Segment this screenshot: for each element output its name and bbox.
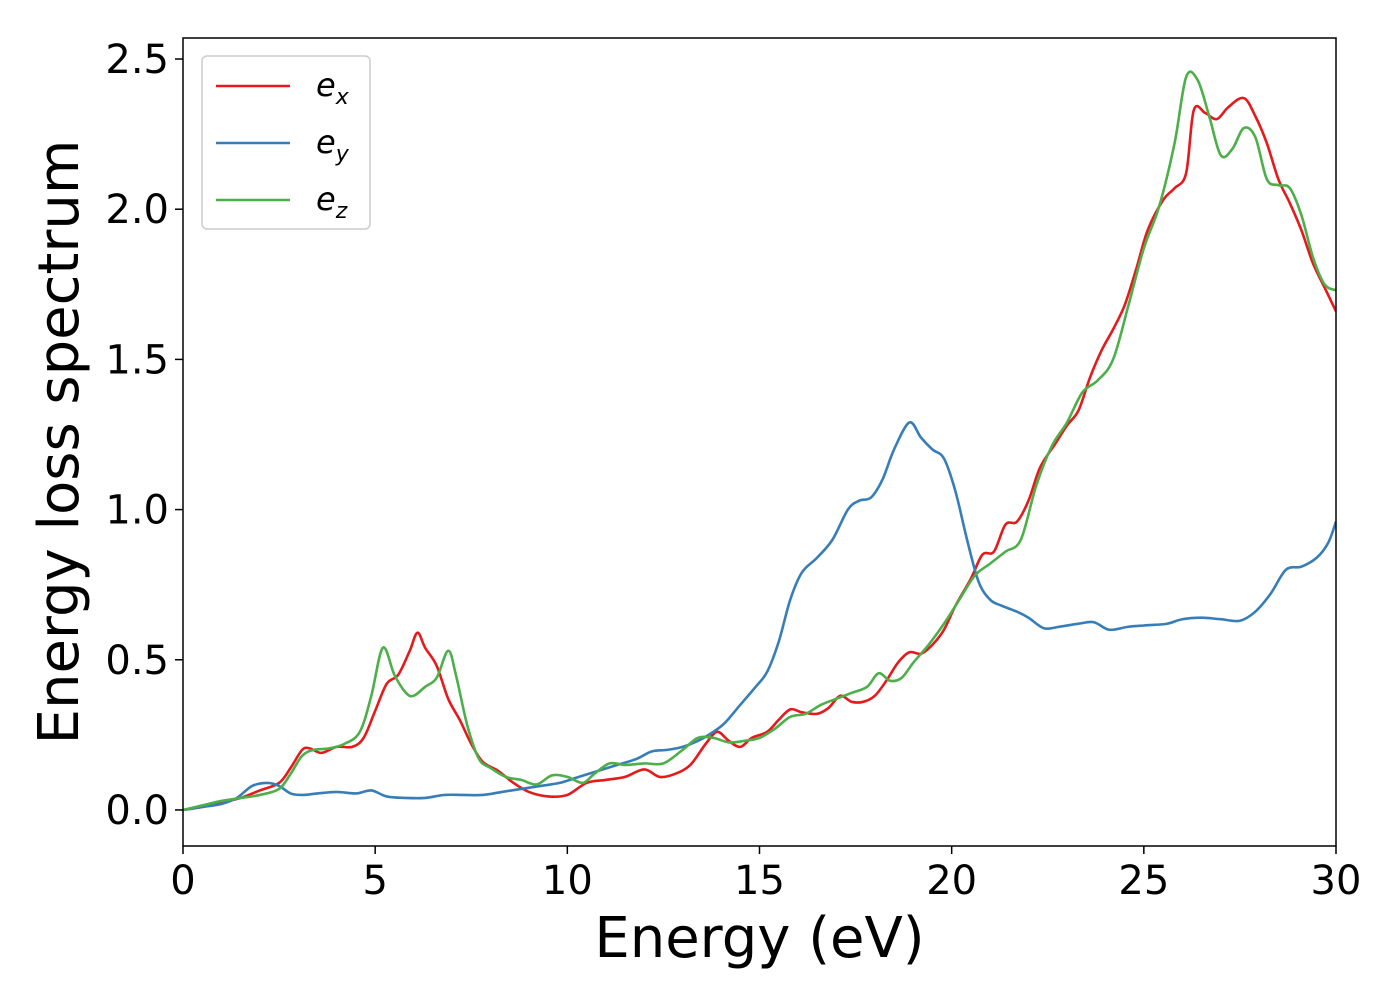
x-tick-label: 15	[734, 858, 785, 904]
y-axis-ticks: 0.0 0.5 1.0 1.5 2.0 2.5	[105, 37, 183, 834]
legend-label-e-x: ex	[316, 66, 350, 110]
legend-label-base: e	[316, 180, 336, 218]
x-tick-label: 0	[170, 858, 195, 904]
y-axis-label: Energy loss spectrum	[27, 140, 92, 745]
series-line-e-y	[183, 421, 1336, 812]
series-line-e-z	[183, 70, 1336, 812]
x-axis-ticks: 0 5 10 15 20 25 30	[170, 846, 1361, 904]
y-tick-label: 1.0	[105, 488, 169, 534]
x-tick-label: 5	[362, 858, 387, 904]
y-tick-label: 1.5	[105, 337, 169, 383]
x-tick-label: 10	[542, 858, 593, 904]
series-layer	[183, 70, 1336, 812]
y-tick-label: 0.0	[105, 788, 169, 834]
y-tick-label: 2.5	[105, 37, 169, 83]
x-axis-label: Energy (eV)	[594, 906, 924, 971]
x-tick-label: 30	[1311, 858, 1362, 904]
legend-label-e-z: ez	[316, 180, 348, 224]
legend-label-base: e	[316, 123, 336, 161]
legend-label-e-y: ey	[316, 123, 350, 167]
legend-label-base: e	[316, 66, 336, 104]
x-tick-label: 20	[926, 858, 977, 904]
legend-label-subscript: x	[335, 85, 350, 110]
y-tick-label: 2.0	[105, 187, 169, 233]
y-tick-label: 0.5	[105, 638, 169, 684]
x-tick-label: 25	[1118, 858, 1169, 904]
legend-label-subscript: y	[335, 142, 350, 167]
legend-label-subscript: z	[335, 199, 348, 224]
series-line-e-x	[183, 96, 1336, 812]
